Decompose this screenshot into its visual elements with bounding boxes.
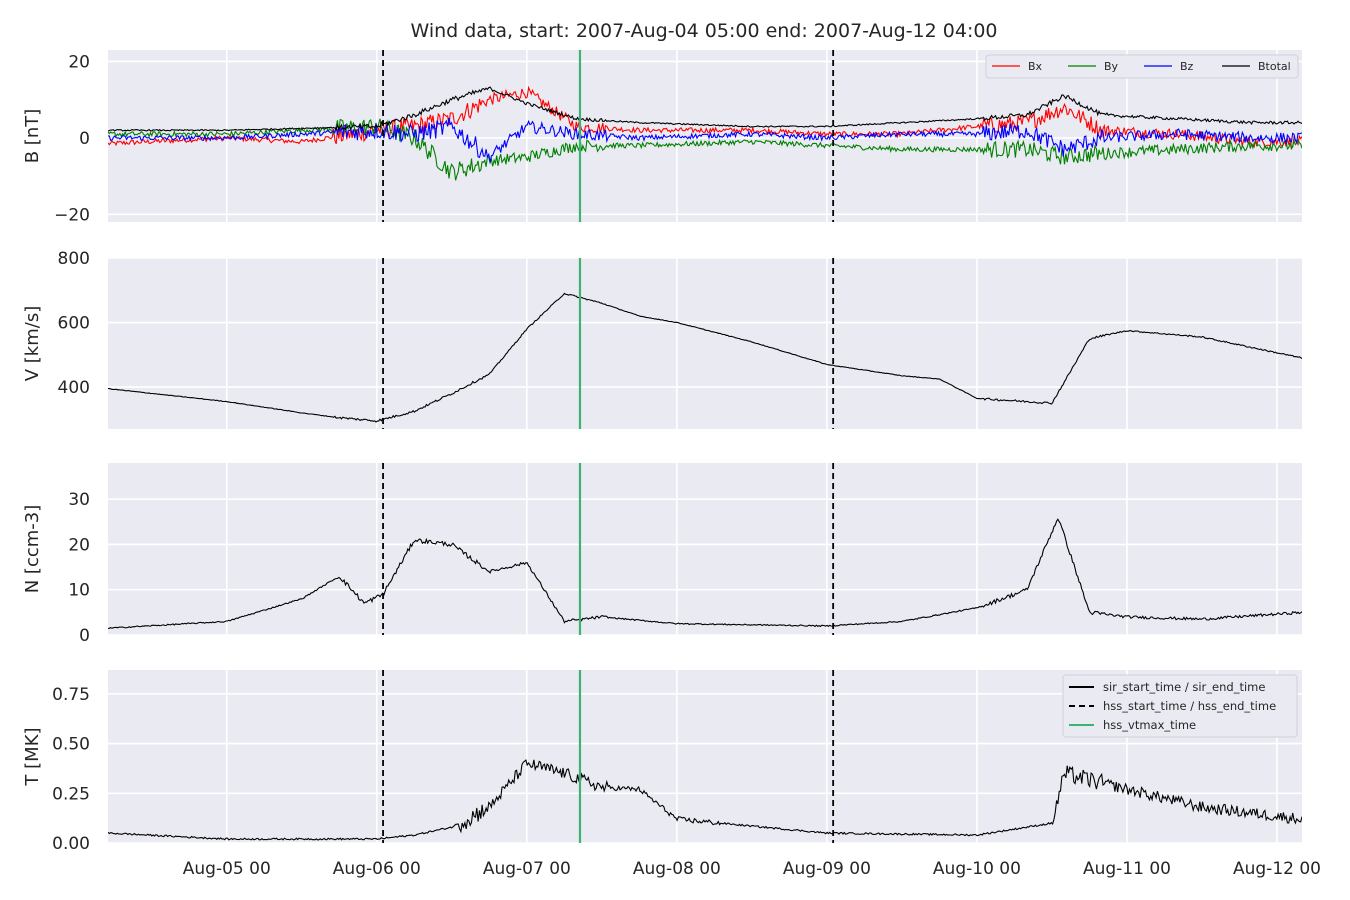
y-tick-label: 0.25 [52,784,90,804]
series-line-bz [108,117,1302,163]
chart-title: Wind data, start: 2007-Aug-04 05:00 end:… [410,20,997,42]
x-tick-label: Aug-10 00 [933,859,1021,879]
y-axis-label: B [nT] [22,109,43,164]
legend-b: Bx By Bz Btotal [985,54,1299,79]
series-line [108,292,1302,423]
y-tick-label: 20 [68,535,90,555]
plot-area [108,463,1302,635]
series-line [108,759,1302,841]
x-tick-label: Aug-08 00 [633,859,721,879]
panel-1: 400 600 800 V [km/s] [22,249,1302,429]
y-tick-label: 0 [79,626,90,646]
y-axis-label: N [ccm-3] [22,505,43,594]
legend-markers: sir_start_time / sir_end_time hss_start_t… [1062,674,1298,738]
y-tick-label: −20 [54,205,90,225]
panel-2: 0 10 20 30 N [ccm-3] [22,463,1302,646]
x-tick-label: Aug-12 00 [1233,859,1321,879]
legend-label: Bz [1180,60,1194,73]
legend-label: Btotal [1258,60,1291,73]
y-tick-label: 10 [68,581,90,601]
legend-label-sir: sir_start_time / sir_end_time [1103,680,1265,694]
y-tick-label: 30 [68,490,90,510]
series-line-btotal [108,86,1302,132]
series-line-bx [108,85,1302,148]
y-tick-label: 0.75 [52,685,90,705]
legend-label-vtmax: hss_vtmax_time [1103,718,1196,732]
legend-label: Bx [1028,60,1043,73]
x-tick-label: Aug-07 00 [483,859,571,879]
y-tick-label: 0 [79,129,90,149]
y-axis-label: T [MK] [22,727,43,786]
x-tick-label: Aug-05 00 [183,859,271,879]
x-tick-label: Aug-11 00 [1083,859,1171,879]
y-axis-label: V [km/s] [22,306,43,381]
x-tick-label: Aug-06 00 [333,859,421,879]
plot-area [108,258,1302,429]
series-line-by [108,118,1302,181]
y-tick-label: 20 [68,52,90,72]
y-tick-label: 400 [58,378,90,398]
x-tick-label: Aug-09 00 [783,859,871,879]
y-tick-label: 0.00 [52,834,90,854]
legend-label: By [1104,60,1119,73]
series-line [108,518,1302,629]
y-tick-label: 800 [58,249,90,269]
legend-label-hss: hss_start_time / hss_end_time [1103,699,1276,713]
y-tick-label: 0.50 [52,735,90,755]
panel-0: −20 0 20 B [nT] [22,50,1302,225]
y-tick-label: 600 [58,314,90,334]
